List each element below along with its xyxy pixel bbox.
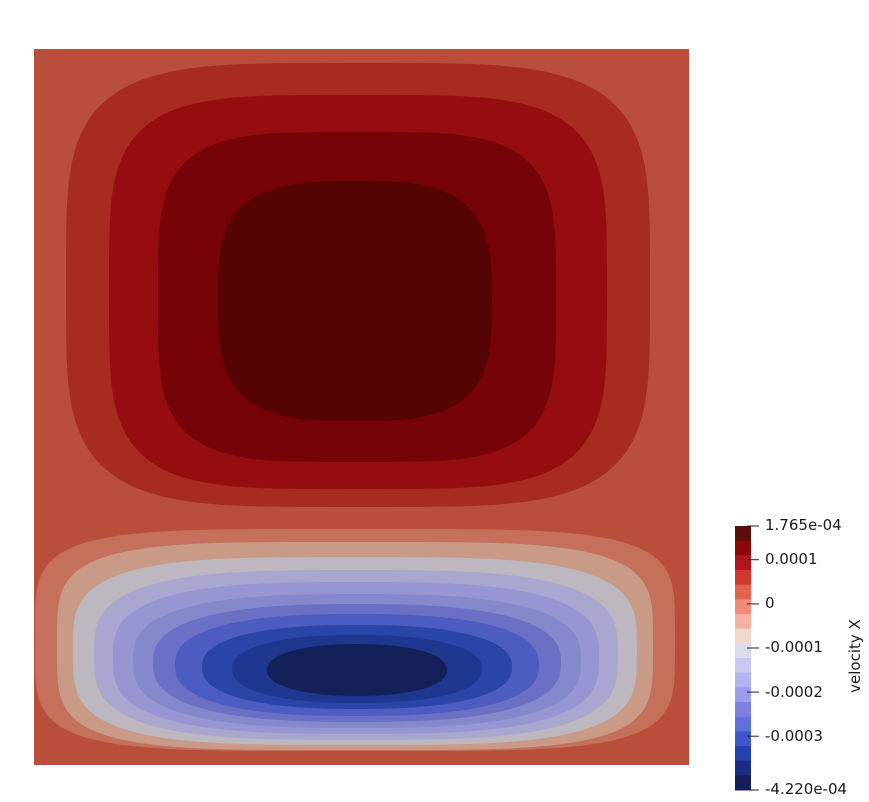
color-legend-swatch bbox=[735, 599, 751, 615]
color-legend-swatch bbox=[735, 731, 751, 747]
color-legend-ticks bbox=[747, 525, 759, 791]
color-legend-swatch bbox=[735, 628, 751, 644]
color-legend-swatch bbox=[735, 643, 751, 659]
upper-contour-band bbox=[218, 181, 492, 421]
tick-label: -0.0001 bbox=[765, 638, 823, 656]
color-legend-swatch bbox=[735, 760, 751, 776]
color-legend: 1.765e-04 0.0001 0 -0.0001 -0.0002 -0.00… bbox=[735, 516, 864, 798]
color-legend-swatch bbox=[735, 658, 751, 674]
color-legend-swatch bbox=[735, 672, 751, 688]
tick-label: 1.765e-04 bbox=[765, 516, 842, 534]
positive-cell bbox=[66, 63, 650, 507]
negative-cell bbox=[35, 529, 675, 751]
lower-contour-band bbox=[267, 644, 447, 696]
tick-label: -0.0002 bbox=[765, 683, 823, 701]
color-legend-swatch bbox=[735, 687, 751, 703]
color-legend-swatch bbox=[735, 614, 751, 630]
tick-label: -4.220e-04 bbox=[765, 780, 847, 798]
tick-label: 0.0001 bbox=[765, 550, 818, 568]
color-legend-swatch bbox=[735, 540, 751, 556]
color-legend-swatch bbox=[735, 746, 751, 762]
color-legend-swatch bbox=[735, 570, 751, 586]
contour-domain bbox=[34, 49, 689, 765]
color-legend-swatches bbox=[735, 526, 751, 791]
color-legend-swatch bbox=[735, 555, 751, 571]
color-legend-swatch bbox=[735, 584, 751, 600]
color-legend-swatch bbox=[735, 716, 751, 732]
color-legend-swatch bbox=[735, 775, 751, 791]
color-legend-swatch bbox=[735, 526, 751, 542]
color-legend-swatch bbox=[735, 702, 751, 718]
tick-label: -0.0003 bbox=[765, 727, 823, 745]
color-legend-title: velocity X bbox=[846, 619, 864, 693]
tick-label: 0 bbox=[765, 594, 775, 612]
